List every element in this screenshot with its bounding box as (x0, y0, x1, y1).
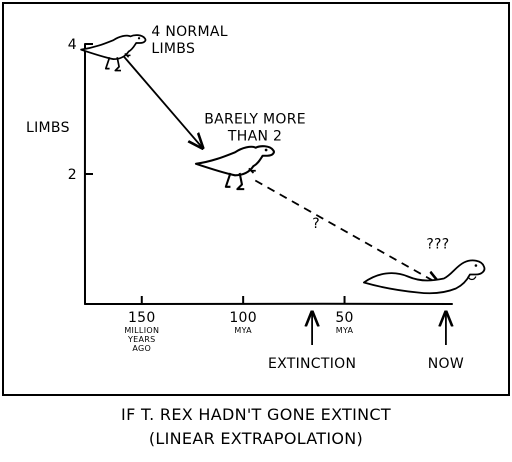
t-rex-icon (80, 34, 147, 72)
y-ticks: 42 (68, 37, 93, 183)
annotation-label-2: NOW (428, 356, 464, 372)
x-axis (84, 302, 453, 306)
y-tick-label-1: 2 (68, 167, 77, 183)
point-label-1-0: BARELY MORE (204, 112, 306, 128)
x-tick-sublabel-2-0: MYA (336, 326, 354, 335)
panel-frame (2, 2, 510, 396)
x-tick-sublabel-1-0: MYA (234, 326, 252, 335)
series-lines (120, 53, 440, 285)
annotation-label-0: ? (312, 216, 320, 232)
x-tick-label-2: 50 (335, 310, 353, 326)
annotations: ? EXTINCTION NOW (268, 216, 464, 372)
caption-line-2: (LINEAR EXTRAPOLATION) (149, 429, 363, 448)
y-tick-label-0: 4 (68, 37, 77, 53)
x-tick-sublabel-0-0: MILLION (124, 326, 159, 335)
x-tick-sublabel-0-1: YEARS (127, 335, 156, 344)
series-line-1 (254, 179, 439, 285)
point-label-2-0: ??? (426, 237, 449, 253)
point-label-0-1: LIMBS (151, 41, 195, 57)
x-tick-sublabel-0-2: AGO (132, 344, 151, 353)
t-rex-icon (194, 145, 275, 191)
limbless-t-rex-icon (363, 259, 486, 295)
point-label-1-1: THAN 2 (227, 129, 282, 145)
point-label-0-0: 4 NORMAL (151, 24, 227, 40)
x-tick-label-0: 150 (128, 310, 156, 326)
series-line-0 (120, 53, 203, 148)
y-axis-label: LIMBS (26, 120, 70, 136)
caption-line-1: IF T. REX HADN'T GONE EXTINCT (121, 405, 391, 424)
x-tick-label-1: 100 (229, 310, 257, 326)
annotation-label-1: EXTINCTION (268, 356, 356, 372)
